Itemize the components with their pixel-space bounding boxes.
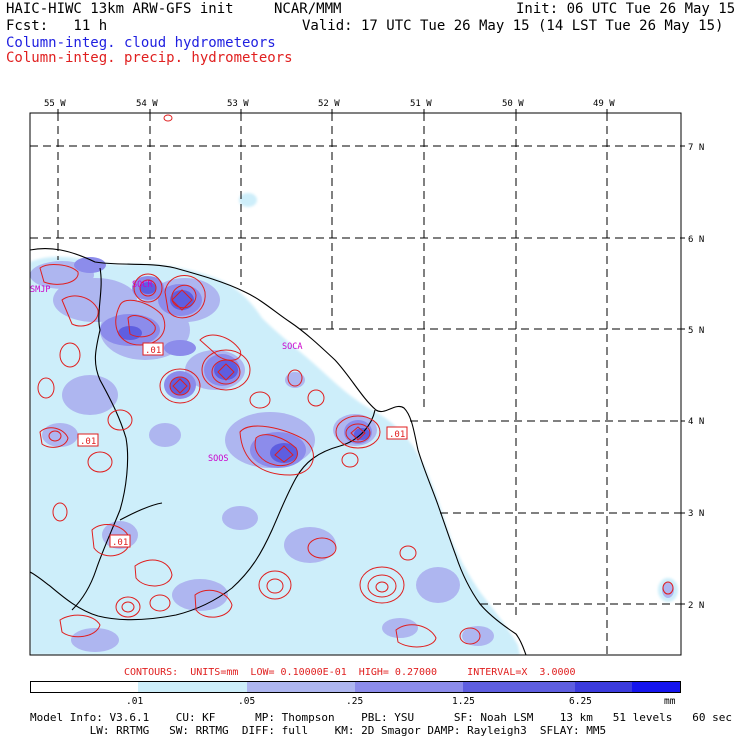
coastline (30, 247, 527, 655)
contour-label-1: .01 (145, 346, 161, 356)
colorbar-segment (138, 682, 247, 692)
field-cloud-label: Column-integ. cloud hydrometeors (6, 35, 276, 51)
lon-label-50w: 50 W (502, 99, 524, 109)
lat-label-6n: 6 N (688, 235, 704, 245)
colorbar-tick-3: .25 (346, 696, 364, 707)
colorbar-unit: mm (664, 696, 676, 707)
lon-label-49w: 49 W (593, 99, 615, 109)
edge-ticks (57, 109, 685, 605)
precip-contours (37, 114, 674, 648)
colorbar-tick-1: .01 (126, 696, 144, 707)
init-time: Init: 06 UTC Tue 26 May 15 (516, 1, 736, 17)
contour-label-2: .01 (80, 437, 96, 447)
colorbar-segment (632, 682, 680, 692)
latlon-grid (30, 113, 681, 655)
lat-label-5n: 5 N (688, 326, 704, 336)
field-precip-label: Column-integ. precip. hydrometeors (6, 50, 293, 66)
colorbar-tick-2: .05 (238, 696, 256, 707)
colorbar-segment (463, 682, 575, 692)
colorbar (30, 681, 681, 693)
station-socr: SOCR (132, 280, 153, 290)
org-label: NCAR/MMM (274, 1, 342, 17)
lon-label-55w: 55 W (44, 99, 66, 109)
lon-label-51w: 51 W (410, 99, 432, 109)
colorbar-segment (575, 682, 632, 692)
colorbar-segment (31, 682, 138, 692)
lat-label-3n: 3 N (688, 509, 704, 519)
lat-label-4n: 4 N (688, 417, 704, 427)
colorbar-tick-4: 1.25 (452, 696, 475, 707)
lon-label-52w: 52 W (318, 99, 340, 109)
colorbar-tick-5: 6.25 (569, 696, 592, 707)
model-info-line1: Model Info: V3.6.1 CU: KF MP: Thompson P… (30, 711, 732, 724)
model-info-line2: LW: RRTMG SW: RRTMG DIFF: full KM: 2D Sm… (30, 724, 607, 737)
contour-label-3: .01 (389, 430, 405, 440)
lat-label-2n: 2 N (688, 601, 704, 611)
forecast-hour: Fcst: 11 h (6, 18, 108, 34)
station-soos: SOOS (208, 454, 228, 464)
station-smjp: SMJP (30, 285, 50, 295)
contour-label-4: .01 (112, 538, 128, 548)
colorbar-segment (247, 682, 355, 692)
lat-label-7n: 7 N (688, 143, 704, 153)
station-soca: SOCA (282, 342, 302, 352)
colorbar-segment (355, 682, 463, 692)
lon-label-54w: 54 W (136, 99, 158, 109)
model-title: HAIC-HIWC 13km ARW-GFS init (6, 1, 234, 17)
contours-info: CONTOURS: UNITS=mm LOW= 0.10000E-01 HIGH… (124, 667, 576, 678)
valid-time: Valid: 17 UTC Tue 26 May 15 (14 LST Tue … (302, 18, 724, 34)
map-frame (29, 112, 682, 656)
lon-label-53w: 53 W (227, 99, 249, 109)
